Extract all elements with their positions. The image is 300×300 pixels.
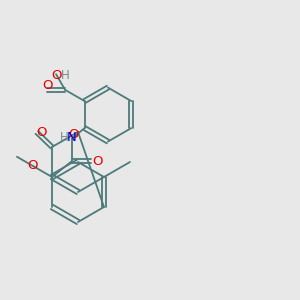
Text: O: O [42, 79, 52, 92]
Text: O: O [51, 69, 61, 82]
Text: O: O [27, 158, 38, 172]
Text: O: O [92, 154, 103, 168]
Text: O: O [68, 128, 79, 142]
Text: H: H [60, 130, 69, 144]
Text: H: H [61, 69, 69, 82]
Text: N: N [67, 130, 77, 144]
Text: O: O [36, 126, 46, 139]
